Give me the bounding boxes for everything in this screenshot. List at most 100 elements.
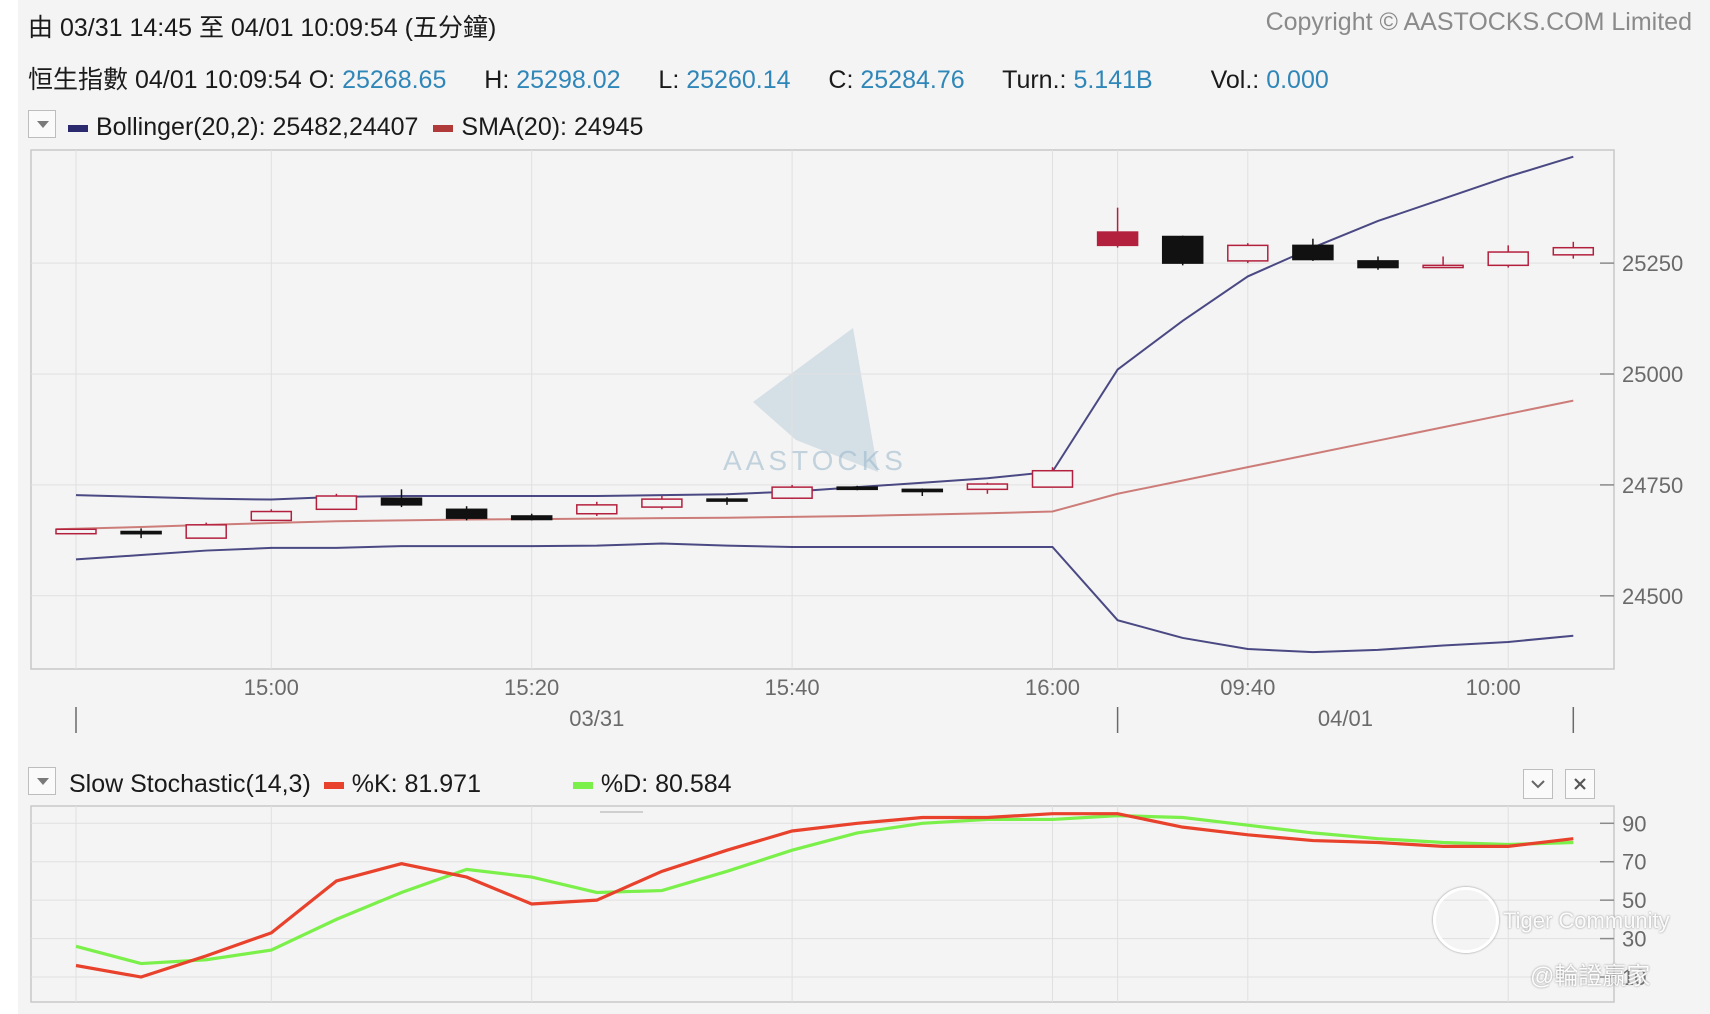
candle [1422,256,1464,269]
stochastic-chart: 10 30 50 70 90 [30,805,1646,1003]
tiger-community-watermark: Tiger Community [1503,908,1670,933]
sma-line [55,399,1574,531]
candle [1552,241,1595,259]
copyright-text: Copyright © AASTOCKS.COM Limited [1265,8,1692,36]
quote-line: 恒生指數 04/01 10:09:54 O: 25268.65 H: 25298… [28,60,1329,96]
price-plot-area [30,149,1615,670]
candle-body [1552,246,1595,256]
k-legend: %K: 81.971 [351,770,481,798]
candle [445,506,488,521]
candle [185,522,227,539]
candle-body [510,515,553,521]
aastocks-watermark-text: AASTOCKS [723,445,907,476]
stoch-y-tick-label: 30 [1622,927,1646,952]
bollinger-swatch [68,124,88,132]
price-y-tick-label: 25250 [1622,251,1683,276]
candle-body [836,486,878,491]
candle-body [576,504,618,515]
candle [1096,207,1139,248]
date-label: 03/31 [569,706,624,731]
author-watermark: @輪證贏家 [1530,963,1651,990]
chart-panel: 由 03/31 14:45 至 04/01 10:09:54 (五分鐘) Cop… [18,0,1710,1014]
main-dropdown-triangle-icon[interactable] [28,110,56,138]
candle-body [1292,244,1334,261]
candle [1161,235,1204,266]
price-x-tick-label: 10:00 [1466,675,1521,700]
candle [641,496,683,510]
sma-swatch [433,124,454,132]
date-label: 04/01 [1318,706,1373,731]
price-x-tick-label: 15:40 [765,675,820,700]
candle [901,488,944,496]
bollinger-legend: Bollinger(20,2): 25482,24407 [96,113,419,141]
candle-body [120,530,162,535]
candle [1031,467,1074,488]
low-value: 25260.14 [686,66,791,94]
open-label: O: [308,66,336,94]
candle [771,484,813,499]
candle-body [771,486,813,499]
candle-body [1422,264,1464,269]
tiger-logo-icon [1433,887,1499,953]
stoch-legend: Slow Stochastic(14,3) %K: 81.971 %D: 80.… [69,770,732,799]
candle-body [55,528,97,535]
candle [576,501,618,516]
candle-body [1227,244,1269,262]
d-legend: %D: 80.584 [600,770,732,798]
high-label: H: [484,66,510,94]
sma-legend: SMA(20): 24945 [461,113,644,141]
turnover-label: Turn.: [1002,66,1067,94]
stoch-dropdown-triangle-icon[interactable] [28,767,56,795]
candle [510,513,553,521]
stoch-y-tick-label: 90 [1622,811,1646,836]
range-text: 由 03/31 14:45 至 04/01 10:09:54 (五分鐘) [28,14,497,42]
turnover-value: 5.141B [1073,66,1153,94]
candle [120,528,162,539]
quote-name-time: 恒生指數 04/01 10:09:54 [28,66,302,94]
volume-value: 0.000 [1266,66,1329,94]
candle-body [250,510,293,522]
price-x-tick-label: 09:40 [1220,675,1275,700]
price-x-tick-label: 16:00 [1025,675,1080,700]
candle-body [1487,251,1529,267]
d-swatch [572,781,593,789]
aastocks-watermark: AASTOCKS [723,328,907,476]
candle [836,485,878,491]
volume-label: Vol.: [1210,66,1260,94]
stoch-title: Slow Stochastic(14,3) [69,770,311,798]
candle-body [315,495,358,511]
candle-body [445,508,488,519]
price-x-tick-label: 15:00 [244,675,299,700]
candle-body [1357,260,1399,269]
candle [380,489,423,508]
candle-body [1161,235,1204,264]
chevron-down-icon[interactable] [1523,769,1553,799]
stoch-y-tick-label: 50 [1622,888,1646,913]
candle-body [706,498,748,502]
candle-body [185,524,227,539]
stoch-plot-area [30,805,1615,1003]
price-x-tick-label: 15:20 [504,675,559,700]
k-line [75,812,1574,979]
candle [315,493,358,511]
price-y-tick-label: 24500 [1622,584,1683,609]
high-value: 25298.02 [516,66,621,94]
candle [1487,245,1529,268]
price-chart: AASTOCKS 24500 24750 25000 25250 15:00 15:20… [30,149,1683,733]
candle-body [380,497,423,506]
candle-body [1031,469,1074,488]
stoch-y-tick-label: 10 [1622,965,1646,990]
close-icon[interactable] [1565,769,1595,799]
price-y-tick-label: 25000 [1622,362,1683,387]
candle-body [901,488,944,493]
main-legend: Bollinger(20,2): 25482,24407 SMA(20): 24… [68,113,643,142]
k-swatch [323,781,344,789]
low-label: L: [658,66,680,94]
candle [706,497,748,505]
candle [1227,243,1269,264]
close-label: C: [828,66,854,94]
candle [1357,256,1399,270]
open-value: 25268.65 [342,66,447,94]
candle [1292,238,1334,261]
candle-body [1096,231,1139,247]
